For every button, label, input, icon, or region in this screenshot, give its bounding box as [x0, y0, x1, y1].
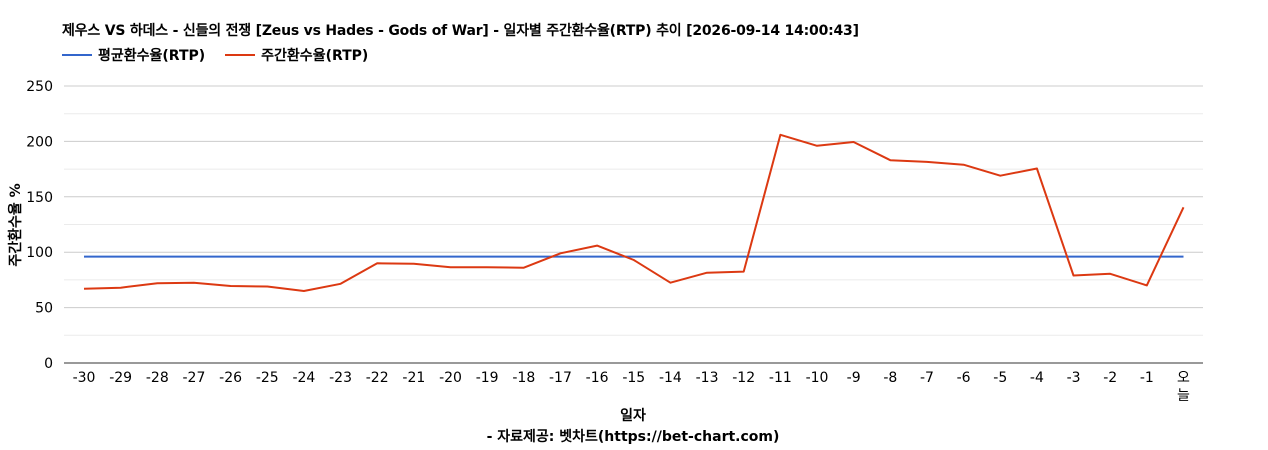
legend-item-weekly[interactable]: 주간환수율(RTP) — [225, 45, 368, 65]
x-tick-label: -25 — [256, 370, 279, 386]
y-axis-label: 주간환수율 % — [7, 183, 24, 266]
x-tick-label: -28 — [146, 370, 169, 386]
x-tick-label: -26 — [219, 370, 242, 386]
x-tick-label: -21 — [402, 370, 425, 386]
legend-swatch-avg — [62, 54, 92, 56]
x-tick-label: -29 — [109, 370, 132, 386]
x-tick-label: -18 — [512, 370, 535, 386]
x-tick-label: -8 — [883, 370, 897, 386]
series-lines — [83, 133, 1185, 292]
y-tick-label: 0 — [44, 356, 53, 372]
x-tick-label: -7 — [920, 370, 934, 386]
legend-swatch-weekly — [225, 54, 256, 56]
x-tick-label: -1 — [1140, 370, 1154, 386]
x-tick-label: -19 — [476, 370, 499, 386]
x-tick-label: -10 — [806, 370, 829, 386]
legend-item-avg[interactable]: 평균환수율(RTP) — [62, 45, 205, 65]
x-tick-label: -4 — [1030, 370, 1044, 386]
x-tick-label: -23 — [329, 370, 352, 386]
x-tick-label: -20 — [439, 370, 462, 386]
x-tick-label: -17 — [549, 370, 572, 386]
x-tick-label: -3 — [1067, 370, 1081, 386]
source-note: - 자료제공: 벳차트(https://bet-chart.com) — [487, 428, 780, 445]
x-tick-label: -9 — [847, 370, 861, 386]
x-tick-label: -12 — [732, 370, 755, 386]
x-tick-label: -11 — [769, 370, 792, 386]
x-tick-label: -2 — [1103, 370, 1117, 386]
x-tick-label: -6 — [957, 370, 971, 386]
legend-label-weekly: 주간환수율(RTP) — [261, 48, 369, 64]
x-tick-label: -14 — [659, 370, 682, 386]
x-tick-label: -16 — [586, 370, 609, 386]
y-tick-label: 200 — [26, 134, 53, 150]
legend-label-avg: 평균환수율(RTP) — [98, 48, 206, 64]
x-tick-label: -5 — [993, 370, 1007, 386]
grid-lines — [64, 85, 1203, 336]
x-axis-label: 일자 — [620, 408, 646, 424]
y-tick-label: 150 — [26, 190, 53, 206]
series-line-1[interactable] — [83, 133, 1185, 292]
x-tick-label: -24 — [292, 370, 315, 386]
x-tick-label: -27 — [183, 370, 206, 386]
x-tick-label: -22 — [366, 370, 389, 386]
x-tick-label: -13 — [696, 370, 719, 386]
x-tick-label: -15 — [622, 370, 645, 386]
x-axis-ticks: -30 -29 -28 -27 -26 -25 -24 -23 -22 -21 -20 -19 -18-… — [73, 370, 1190, 404]
legend: 평균환수율(RTP) 주간환수율(RTP) — [62, 45, 388, 65]
y-axis-ticks: 0 50 100 150 200 250 — [26, 79, 53, 372]
x-tick-label: -30 — [73, 370, 96, 386]
chart-title: 제우스 VS 하데스 - 신들의 전쟁 [Zeus vs Hades - God… — [62, 23, 859, 39]
y-tick-label: 250 — [26, 79, 53, 95]
y-tick-label: 50 — [35, 301, 53, 317]
y-tick-label: 100 — [26, 245, 53, 261]
